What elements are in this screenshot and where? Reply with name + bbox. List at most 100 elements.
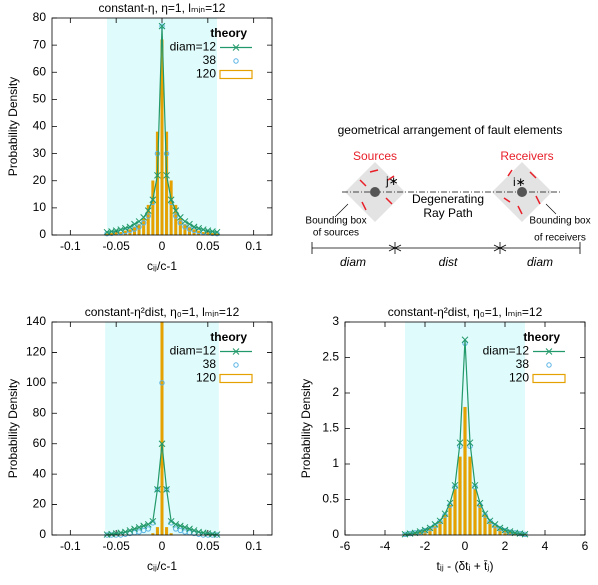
bar [448,504,452,536]
x-marker [131,525,138,533]
legend-swatch [232,44,240,51]
x-tick-label: 0.1 [245,239,262,253]
y-tick-label: 0 [39,227,46,241]
x-tick-label: 6 [582,539,589,553]
x-tick-label: 0.1 [245,539,262,553]
x-tick-label: -4 [380,539,391,553]
legend-label: diam=12 [483,344,530,358]
source-box-label: Bounding box [305,216,366,227]
legend-swatch [232,348,240,355]
x-marker [456,439,464,447]
x-marker [213,228,221,236]
legend-swatch [233,58,239,64]
plot-border [51,17,273,236]
legend-swatch [233,362,239,368]
point [140,220,147,226]
x-marker [140,522,148,530]
bar [169,180,173,236]
x-tick-label: 0 [159,239,166,253]
bar [453,488,457,536]
x-marker [506,528,514,535]
x-tick-label: 0 [462,539,469,553]
y-tick-label: 70 [33,37,47,51]
legend-title: theory [210,26,247,40]
x-marker [186,220,193,228]
bar [137,223,141,236]
legend-swatch [219,373,253,384]
point [177,220,184,226]
x-marker [135,524,143,531]
y-tick-label: 0 [332,527,339,541]
plot-border [51,321,273,536]
legend-swatch [219,69,253,80]
legend-label: 120 [509,371,529,385]
x-marker [446,499,454,507]
y-tick-label: 50 [33,92,47,106]
y-tick-label: 30 [33,146,47,160]
y-axis-label: Probability Density [6,379,20,478]
x-tick-label: -2 [420,539,431,553]
distance-label: diam [340,255,366,269]
x-marker [181,218,189,225]
bar [478,504,482,536]
x-marker [181,524,189,531]
y-tick-label: 0.5 [322,492,339,506]
y-tick-label: 1 [332,456,339,470]
x-marker [121,528,129,536]
x-marker [501,526,509,534]
x-marker [521,530,529,538]
y-tick-label: 10 [33,200,47,214]
x-axis-label: cᵢⱼ/c-1 [147,559,177,573]
legend-title: theory [523,330,560,344]
y-tick-label: 40 [33,119,47,133]
x-tick-label: -0.05 [102,539,130,553]
x-marker [491,520,499,528]
bar [468,456,472,536]
bar [155,527,159,536]
legend-label: 38 [516,357,530,371]
y-tick-label: 80 [33,405,47,419]
x-marker [431,520,439,528]
point [173,213,179,219]
legend-label: diam=12 [170,344,217,358]
y-axis-label: Probability Density [299,379,313,478]
ray-path-label: Ray Path [423,206,472,220]
x-marker [436,517,444,525]
legend-swatch [545,348,553,355]
plot-border [344,321,586,536]
x-marker [496,524,504,532]
bar [458,456,462,536]
legend-swatch [546,362,552,368]
x-marker [421,526,429,534]
chart-title: constant-η²dist, η₀=1, lₘᵢₙ=12 [388,305,543,319]
receivers-label: Receivers [500,149,553,163]
x-marker [121,224,129,232]
bar [463,406,467,536]
x-marker [486,517,494,525]
y-tick-label: 100 [26,375,46,389]
x-marker [149,517,157,525]
ray-path-label: Degenerating [412,192,484,206]
x-marker [172,520,180,528]
x-marker [167,517,175,525]
x-tick-label: 4 [542,539,549,553]
x-marker [461,336,469,344]
y-tick-label: 1.5 [322,421,339,435]
source-box-label: of sources [313,228,359,239]
fault-elements [359,169,541,215]
chart-title: constant-η²dist, η₀=1, lₘᵢₙ=12 [85,305,240,319]
x-marker [158,22,166,30]
legend-label: 38 [203,53,217,67]
diagram-title: geometrical arrangement of fault element… [338,123,563,137]
x-marker [163,486,170,493]
x-marker [163,171,170,179]
bar [183,223,187,236]
bar [443,514,447,536]
x-tick-label: 2 [502,539,509,553]
x-tick-label: -0.1 [60,539,81,553]
y-tick-label: 2 [332,385,339,399]
x-marker [426,524,434,532]
bar [160,321,164,536]
x-marker [451,481,459,489]
